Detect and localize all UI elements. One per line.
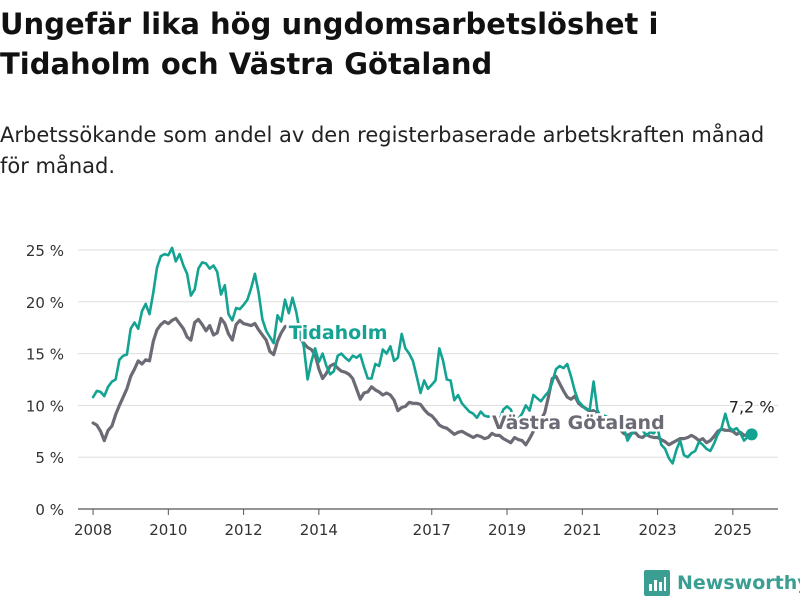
y-tick-label: 15 % (26, 346, 64, 364)
x-tick-label: 2025 (714, 521, 752, 539)
last-value-marker (745, 428, 758, 441)
grid-lines (78, 249, 778, 510)
brand-name: Newsworthy (677, 572, 800, 594)
x-tick-label: 2014 (300, 521, 338, 539)
x-tick-label: 2010 (149, 521, 187, 539)
chart-subtitle: Arbetssökande som andel av den registerb… (0, 123, 765, 178)
x-tick-label: 2023 (638, 521, 676, 539)
y-tick-label: 5 % (35, 449, 64, 467)
newsworthy-logo-icon (644, 570, 670, 596)
annotation-label: Tidaholm (289, 322, 388, 344)
chart-title: Ungefär lika hög ungdomsarbetslöshet i T… (0, 7, 659, 81)
y-tick-label: 20 % (26, 294, 64, 312)
x-axis-tick-labels: 2008 2010 2012 2014 2017 2019 2021 2023 2025 (74, 509, 752, 539)
series-lines (91, 246, 754, 465)
y-tick-label: 25 % (26, 242, 64, 260)
series-line-tidaholm (313, 332, 753, 465)
x-tick-label: 2012 (224, 521, 262, 539)
x-tick-label: 2019 (488, 521, 526, 539)
x-tick-label: 2008 (74, 521, 112, 539)
annotation-label: 7,2 % (729, 398, 775, 417)
y-tick-label: 10 % (26, 397, 64, 415)
y-axis-tick-labels: 0 % 5 % 10 % 15 % 20 % 25 % (26, 242, 64, 519)
x-tick-label: 2021 (563, 521, 601, 539)
x-tick-label: 2017 (413, 521, 451, 539)
annotation-label: Västra Götaland (492, 412, 665, 434)
newsworthy-brand: Newsworthy (644, 568, 800, 598)
series-line-tidaholm (91, 246, 317, 399)
series-line-vastra-gotaland (91, 316, 754, 447)
series-labels: Tidaholm Västra Götaland 7,2 % (286, 320, 776, 441)
y-tick-label: 0 % (35, 501, 64, 519)
